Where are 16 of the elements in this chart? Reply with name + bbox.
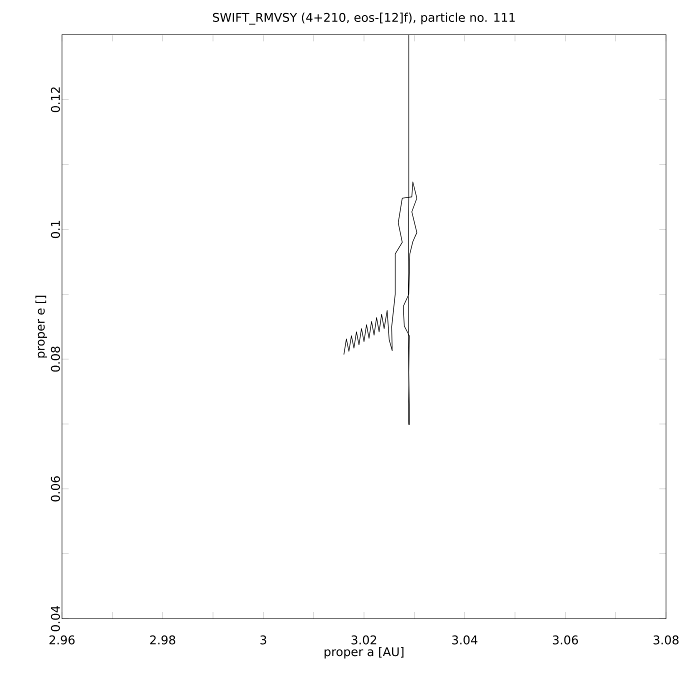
x-tick-label: 3.06 [552,635,578,644]
x-tick-label: 2.98 [150,635,176,644]
y-tick-label: 0.12 [50,87,60,112]
y-tick-label: 0.04 [50,606,60,632]
x-tick-label: 2.96 [50,635,75,644]
y-tick-label: 0.06 [50,476,60,502]
x-tick-label: 3.02 [352,635,376,644]
x-axis-title: proper a [AU] [324,646,404,659]
y-tick-label: 0.1 [50,220,60,238]
chart-title: SWIFT_RMVSY (4+210, eos-[12]f), particle no. 111 [212,12,515,25]
x-tick-label: 3 [260,635,266,644]
y-axis-title: proper e [] [35,296,48,358]
x-tick-label: 3.04 [452,635,478,644]
x-tick-label: 3.08 [654,635,679,644]
line-series [344,34,418,425]
y-tick-label: 0.08 [50,346,60,372]
